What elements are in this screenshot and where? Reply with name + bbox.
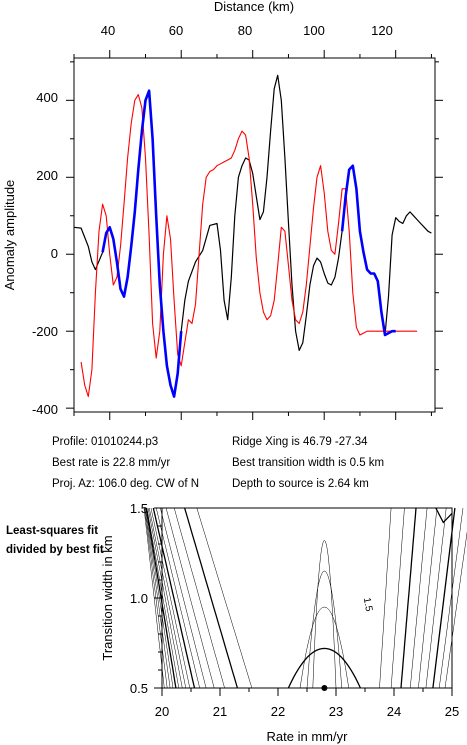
contour-line-left (160, 507, 207, 689)
contour-arc (306, 570, 343, 689)
contour-arc (312, 540, 337, 689)
contour-line-right (425, 507, 447, 689)
rate-tick-label-22: 22 (271, 704, 285, 719)
contour-line-left (147, 507, 183, 689)
width-tick-label-0-5: 0.5 (130, 681, 148, 696)
contour-arc (299, 606, 350, 689)
contour-line-left (183, 507, 239, 689)
fit-segments-line (101, 89, 396, 398)
x-tick-label-120: 120 (371, 23, 393, 38)
contour-corner (435, 507, 453, 524)
rate-tick-label-21: 21 (213, 704, 227, 719)
profile-name: Profile: 01010244.p3 (52, 436, 159, 448)
contour-line-left (196, 507, 253, 689)
profile-axis-ticks (66, 50, 443, 420)
contour-line-right (409, 507, 428, 689)
rate-tick-label-25: 25 (445, 704, 459, 719)
x-tick-label-60: 60 (169, 23, 183, 38)
rate-tick-label-23: 23 (329, 704, 343, 719)
contour-line-left (173, 507, 225, 689)
profile-x-axis-title: Distance (km) (214, 0, 294, 14)
model-profile-line (80, 94, 418, 398)
ridge-crossing: Ridge Xing is 46.79 -27.34 (232, 436, 368, 448)
contour-line-right (438, 507, 464, 689)
x-tick-label-80: 80 (238, 23, 252, 38)
y-tick-label-minus-200: -200 (32, 324, 58, 339)
profile-series-group (73, 74, 432, 398)
contour-line-right (400, 507, 417, 689)
x-tick-label-40: 40 (101, 23, 115, 38)
contour-arc (287, 647, 361, 689)
contour-line-left (165, 507, 215, 689)
contour-line-right (390, 507, 405, 689)
depth-to-source: Depth to source is 2.64 km (232, 478, 369, 490)
contour-level-label: 1.5 (361, 597, 374, 613)
best-transition-width: Best transition width is 0.5 km (232, 457, 385, 469)
best-fit-point (321, 685, 328, 691)
contour-line-left (152, 507, 196, 689)
best-rate: Best rate is 22.8 mm/yr (52, 457, 171, 469)
contour-line-left (155, 507, 200, 689)
contour-y-axis-title: Transition width in km (100, 535, 115, 660)
rate-tick-label-20: 20 (155, 704, 169, 719)
contour-chart: 1.5 20 21 22 23 24 25 1.5 1.0 0.5 Rate i… (100, 501, 467, 744)
contour-axis-ticks (154, 507, 453, 696)
contour-line-right (432, 507, 456, 689)
contour-line-left (148, 507, 187, 689)
y-tick-label-0: 0 (51, 246, 58, 261)
y-tick-label-400: 400 (36, 90, 58, 105)
contour-description: Least-squares fit divided by best fit (6, 525, 104, 556)
contour-x-axis-title: Rate in mm/yr (267, 729, 349, 744)
projection-azimuth: Proj. Az: 106.0 deg. CW of N (52, 478, 200, 490)
contour-line-left (150, 507, 191, 689)
y-tick-label-minus-400: -400 (32, 402, 58, 417)
contour-line-right (418, 507, 438, 689)
contour-line-left (146, 507, 180, 689)
contour-line-right (379, 507, 392, 689)
x-tick-label-100: 100 (303, 23, 325, 38)
contour-line-right (444, 531, 467, 689)
width-tick-label-1-5: 1.5 (130, 501, 148, 516)
width-tick-label-1-0: 1.0 (130, 591, 148, 606)
contour-lines (143, 507, 467, 689)
profile-y-axis-title: Anomaly amplitude (2, 180, 17, 291)
profile-chart: 40 60 80 100 120 400 200 0 -200 -400 Dis… (2, 0, 443, 420)
y-tick-label-200: 200 (36, 168, 58, 183)
rate-tick-label-24: 24 (387, 704, 401, 719)
